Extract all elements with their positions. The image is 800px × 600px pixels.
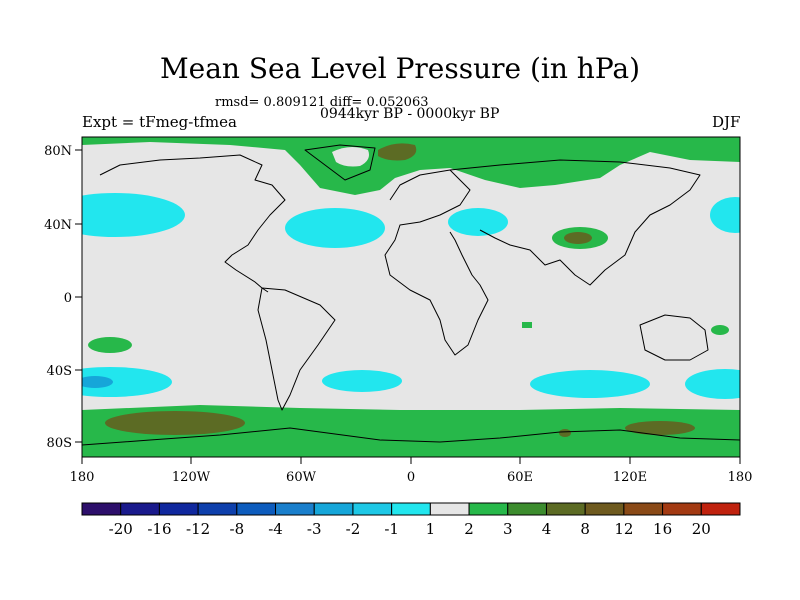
y-tick-marks — [75, 149, 82, 443]
south-strong-patch-3 — [559, 429, 571, 437]
colorbar-box — [700, 502, 741, 516]
colorbar-box — [429, 502, 470, 516]
australia-east-positive — [711, 325, 729, 335]
colorbar-label: -1 — [384, 520, 399, 538]
colorbar-label: 2 — [464, 520, 474, 538]
south-pacific-low — [82, 367, 172, 397]
season-label: DJF — [712, 113, 741, 131]
colorbar-box — [391, 502, 431, 516]
x-tick-label: 120E — [613, 470, 647, 485]
colorbar-label: -4 — [268, 520, 283, 538]
colorbar-labels: -20 -16 -12 -8 -4 -3 -2 -1 1 2 3 4 8 12 16 20 — [109, 520, 711, 538]
y-tick-label: 0 — [64, 291, 72, 306]
colorbar-box — [352, 502, 393, 516]
mediterranean-low — [448, 208, 508, 236]
colorbar-label: 8 — [580, 520, 590, 538]
tibet-strong — [564, 232, 592, 244]
south-atlantic-low — [322, 370, 402, 392]
colorbar-box — [236, 502, 277, 516]
colorbar-box — [623, 502, 664, 516]
colorbar-label: -8 — [230, 520, 245, 538]
colorbar-box — [275, 502, 315, 516]
colorbar-label: 4 — [542, 520, 552, 538]
map-background — [82, 137, 740, 457]
y-tick-label: 80S — [47, 436, 72, 451]
colorbar-box — [313, 502, 354, 516]
colorbar-box — [507, 502, 547, 516]
x-tick-label: 0 — [407, 470, 415, 485]
colorbar-box — [468, 502, 509, 516]
north-strong-patch — [378, 143, 417, 161]
colorbar-label: 1 — [426, 520, 436, 538]
south-indian-low — [530, 370, 650, 398]
plot-title: Mean Sea Level Pressure (in hPa) — [159, 52, 641, 85]
colorbar-label: 12 — [614, 520, 633, 538]
y-tick-label: 40N — [44, 218, 72, 233]
east-pacific-low — [710, 197, 740, 233]
north-positive-region — [82, 137, 740, 195]
colorbar-box — [545, 502, 586, 516]
period-subtitle: 0944kyr BP - 0000kyr BP — [320, 106, 500, 122]
colorbar-label: 3 — [503, 520, 513, 538]
north-atlantic-low — [285, 208, 385, 248]
x-tick-marks — [81, 457, 741, 464]
colorbar-label: -16 — [147, 520, 171, 538]
colorbar-label: -12 — [186, 520, 210, 538]
x-tick-label: 180 — [728, 470, 753, 485]
colorbar-box — [197, 502, 238, 516]
x-tick-label: 60W — [286, 470, 317, 485]
north-pacific-low — [82, 193, 185, 237]
colorbar-box — [584, 502, 625, 516]
x-tick-label: 180 — [70, 470, 95, 485]
colorbar-box — [81, 502, 122, 516]
southwest-pacific-positive — [88, 337, 132, 353]
experiment-label: Expt = tFmeg-tfmea — [82, 113, 237, 131]
colorbar-box — [158, 502, 199, 516]
greenland-neutral-patch — [332, 146, 369, 167]
south-positive-band — [82, 405, 740, 457]
x-tick-label: 60E — [507, 470, 533, 485]
x-tick-label: 120W — [172, 470, 211, 485]
colorbar-box — [662, 502, 702, 516]
stats-subtitle: rmsd= 0.809121 diff= 0.052063 — [215, 95, 429, 110]
colorbar-label: -2 — [346, 520, 361, 538]
colorbar-label: -3 — [307, 520, 322, 538]
south-strong-patch-1 — [105, 411, 245, 435]
map-area — [82, 137, 740, 457]
colorbar-label: -20 — [109, 520, 133, 538]
south-pacific-low-core — [82, 376, 113, 388]
colorbar — [81, 502, 741, 516]
y-tick-label: 40S — [47, 364, 72, 379]
indian-ocean-positive — [522, 322, 532, 328]
south-strong-patch-2 — [625, 421, 695, 435]
colorbar-label: 16 — [653, 520, 672, 538]
coastlines — [82, 144, 740, 446]
colorbar-label: 20 — [692, 520, 711, 538]
south-east-pacific-low — [685, 369, 740, 399]
y-tick-label: 80N — [44, 144, 72, 159]
colorbar-box — [120, 502, 160, 516]
